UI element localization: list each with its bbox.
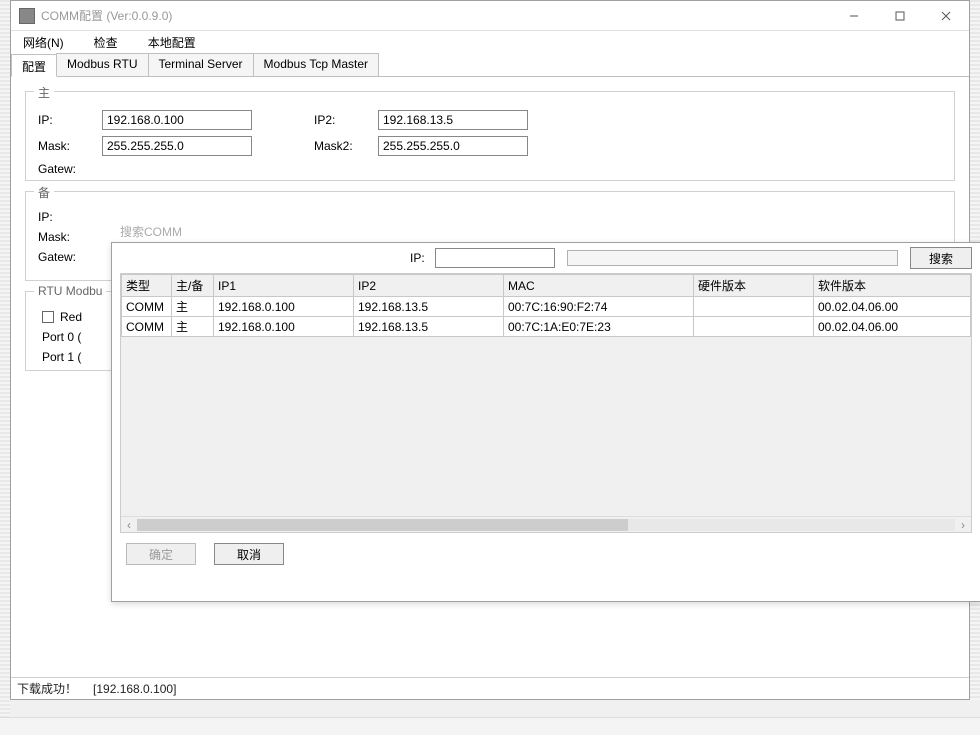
cell-ip2: 192.168.13.5 [354,297,504,317]
checkbox-red-label: Red [60,310,82,324]
content-area: 主 IP: IP2: Mask: Mask2: Gatew: 备 IP: Mas… [11,77,969,677]
group-main: 主 IP: IP2: Mask: Mask2: Gatew: [25,91,955,181]
main-window: COMM配置 (Ver:0.0.9.0) 网络(N) 检查 本地配置 配置 Mo… [10,0,970,700]
label-mask2: Mask2: [314,139,366,153]
cell-type: COMM [122,297,172,317]
label-mask: Mask: [38,139,90,153]
results-table-wrap: 类型 主/备 IP1 IP2 MAC 硬件版本 软件版本 COMM 主 [120,273,972,533]
cell-sw: 00.02.04.06.00 [814,317,971,337]
background-bottom-strip [0,717,980,735]
group-main-legend: 主 [34,84,54,101]
search-button[interactable]: 搜索 [910,247,972,269]
input-ip2[interactable] [378,110,528,130]
cell-mac: 00:7C:1A:E0:7E:23 [504,317,694,337]
col-mac[interactable]: MAC [504,275,694,297]
cancel-button[interactable]: 取消 [214,543,284,565]
col-ip2[interactable]: IP2 [354,275,504,297]
col-role[interactable]: 主/备 [172,275,214,297]
cell-role: 主 [172,317,214,337]
cell-mac: 00:7C:16:90:F2:74 [504,297,694,317]
tab-config[interactable]: 配置 [11,54,57,77]
minimize-button[interactable] [831,1,877,31]
cell-role: 主 [172,297,214,317]
table-header-row: 类型 主/备 IP1 IP2 MAC 硬件版本 软件版本 [122,275,971,297]
scroll-track[interactable] [137,519,955,531]
label-b-mask: Mask: [38,230,90,244]
cell-type: COMM [122,317,172,337]
results-table: 类型 主/备 IP1 IP2 MAC 硬件版本 软件版本 COMM 主 [121,274,971,337]
scroll-thumb[interactable] [137,519,628,531]
label-b-gateway: Gatew: [38,250,90,264]
status-message: 下载成功！ [17,680,77,697]
table-row[interactable]: COMM 主 192.168.0.100 192.168.13.5 00:7C:… [122,317,971,337]
app-icon [19,8,35,24]
menubar: 网络(N) 检查 本地配置 [11,31,969,53]
group-rtu-legend: RTU Modbu [34,284,106,298]
tab-modbus-tcp-master[interactable]: Modbus Tcp Master [253,53,380,76]
background-left-strip [0,0,10,735]
checkbox-red-box[interactable] [42,311,54,323]
tabbar: 配置 Modbus RTU Terminal Server Modbus Tcp… [11,53,969,77]
col-hw[interactable]: 硬件版本 [694,275,814,297]
horizontal-scrollbar[interactable]: ‹ › [121,516,971,532]
cell-hw [694,297,814,317]
col-sw[interactable]: 软件版本 [814,275,971,297]
label-b-ip: IP: [38,210,90,224]
cell-sw: 00.02.04.06.00 [814,297,971,317]
scroll-left-icon[interactable]: ‹ [121,517,137,533]
group-backup-legend: 备 [34,184,54,201]
input-ip[interactable] [102,110,252,130]
search-popup: 搜索 COMM IP: 搜索 类型 主/备 IP1 [111,242,980,602]
search-progress [567,250,898,266]
input-mask[interactable] [102,136,252,156]
search-row: IP: 搜索 [112,243,980,273]
search-hint: 搜索COMM [120,223,182,240]
col-type[interactable]: 类型 [122,275,172,297]
scroll-right-icon[interactable]: › [955,517,971,533]
statusbar: 下载成功！ [192.168.0.100] [11,677,969,699]
menu-network[interactable]: 网络(N) [17,32,70,53]
tab-modbus-rtu[interactable]: Modbus RTU [56,53,148,76]
menu-local[interactable]: 本地配置 [142,32,202,53]
window-title: COMM配置 (Ver:0.0.9.0) [41,7,831,24]
cell-ip1: 192.168.0.100 [214,317,354,337]
popup-button-row: 确定 取消 [112,533,980,575]
ok-button[interactable]: 确定 [126,543,196,565]
label-ip: IP: [38,113,90,127]
label-search-ip: IP: [410,251,425,265]
titlebar: COMM配置 (Ver:0.0.9.0) [11,1,969,31]
label-ip2: IP2: [314,113,366,127]
col-ip1[interactable]: IP1 [214,275,354,297]
cell-ip2: 192.168.13.5 [354,317,504,337]
label-gateway: Gatew: [38,162,90,176]
maximize-button[interactable] [877,1,923,31]
input-search-ip[interactable] [435,248,555,268]
cell-ip1: 192.168.0.100 [214,297,354,317]
table-row[interactable]: COMM 主 192.168.0.100 192.168.13.5 00:7C:… [122,297,971,317]
close-button[interactable] [923,1,969,31]
menu-check[interactable]: 检查 [88,32,124,53]
status-ip: [192.168.0.100] [93,682,176,696]
input-mask2[interactable] [378,136,528,156]
cell-hw [694,317,814,337]
tab-terminal-server[interactable]: Terminal Server [148,53,254,76]
